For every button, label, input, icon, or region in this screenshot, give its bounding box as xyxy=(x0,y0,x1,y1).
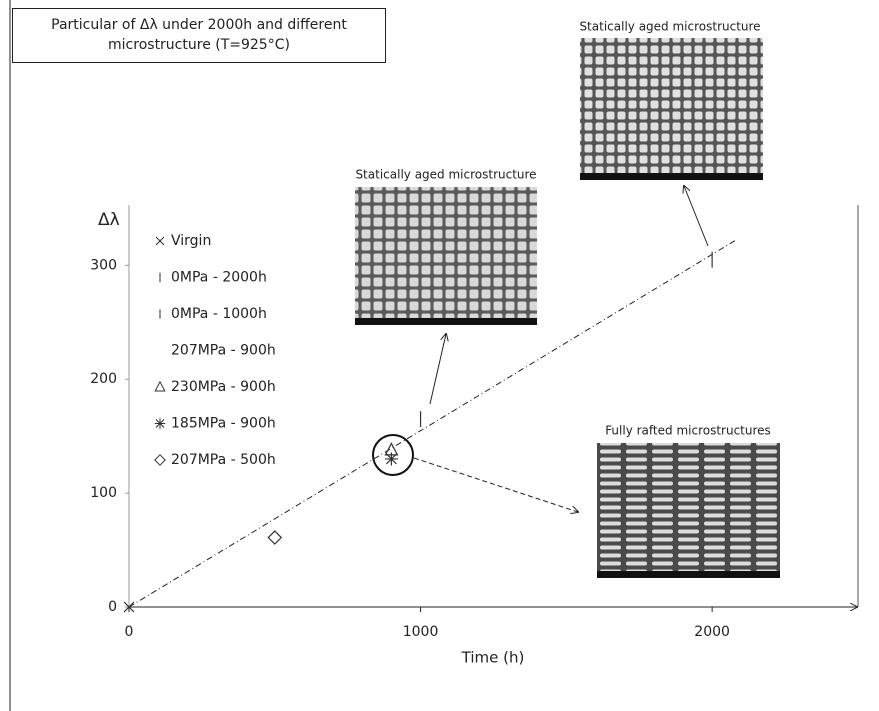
annotation: Statically aged microstructure xyxy=(355,168,536,182)
micrograph xyxy=(355,187,537,325)
legend-marker xyxy=(155,418,165,428)
chart: Statically aged microstructure Staticall… xyxy=(0,0,879,711)
legend-marker xyxy=(155,382,165,391)
arrow xyxy=(430,334,446,404)
y-axis-label: Δλ xyxy=(98,210,120,230)
legend-label: 230MPa - 900h xyxy=(171,379,276,395)
y-tick-label: 100 xyxy=(90,485,117,501)
legend-label: 0MPa - 2000h xyxy=(171,270,267,286)
x-tick-label: 1000 xyxy=(403,624,439,640)
legend-label: 207MPa - 900h xyxy=(171,343,276,359)
legend-marker xyxy=(156,237,164,245)
y-tick-label: 200 xyxy=(90,371,117,387)
legend-label: 185MPa - 900h xyxy=(171,416,276,432)
y-tick-label: 0 xyxy=(108,599,117,615)
legend-label: Virgin xyxy=(171,233,211,249)
annotation: Statically aged microstructure xyxy=(579,20,760,34)
chart-title: Particular of Δλ under 2000h and differe… xyxy=(12,8,386,63)
legend-label: 207MPa - 500h xyxy=(171,452,276,468)
micrograph xyxy=(580,38,763,180)
x-axis-label: Time (h) xyxy=(461,649,525,667)
legend-marker xyxy=(155,455,165,465)
x-tick-label: 2000 xyxy=(694,624,730,640)
data-point xyxy=(385,452,398,465)
micrograph xyxy=(597,443,780,578)
data-point xyxy=(268,531,281,544)
y-tick-label: 300 xyxy=(90,257,117,273)
x-tick-label: 0 xyxy=(125,624,134,640)
arrow xyxy=(414,458,578,512)
arrow xyxy=(684,186,708,246)
annotation: Fully rafted microstructures xyxy=(605,424,771,438)
page: Statically aged microstructure Staticall… xyxy=(0,0,879,711)
legend-label: 0MPa - 1000h xyxy=(171,306,267,322)
